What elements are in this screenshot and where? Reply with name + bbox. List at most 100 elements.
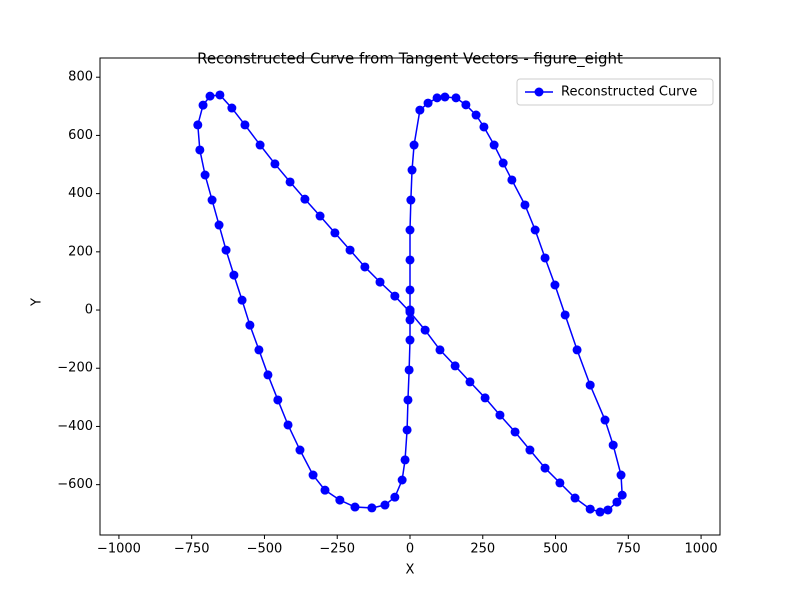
marker [405, 305, 415, 315]
x-tick-label: −1000 [97, 542, 141, 557]
y-tick-label: 800 [68, 70, 93, 85]
marker [600, 415, 610, 425]
marker [285, 177, 295, 187]
y-tick-label: −200 [57, 361, 93, 376]
marker [407, 165, 417, 175]
marker [405, 315, 415, 325]
marker [415, 105, 425, 115]
y-tick-label: 400 [68, 186, 93, 201]
plot-frame [99, 57, 721, 536]
marker [221, 245, 231, 255]
marker [195, 145, 205, 155]
marker [498, 158, 508, 168]
y-tick-label: 200 [68, 244, 93, 259]
marker [193, 120, 203, 130]
y-tick-label: −400 [57, 419, 93, 434]
marker [495, 410, 505, 420]
y-tick-label: 0 [85, 303, 93, 318]
marker [617, 490, 627, 500]
marker [255, 140, 265, 150]
x-tick-label: 500 [543, 542, 568, 557]
y-tick-label: −600 [57, 477, 93, 492]
marker [227, 103, 237, 113]
marker [400, 455, 410, 465]
marker [595, 507, 605, 517]
marker [295, 445, 305, 455]
marker [360, 262, 370, 272]
marker [435, 345, 445, 355]
legend-label: Reconstructed Curve [561, 85, 697, 100]
marker [540, 463, 550, 473]
marker [207, 195, 217, 205]
marker [405, 335, 415, 345]
marker [550, 280, 560, 290]
marker [229, 270, 239, 280]
marker [350, 502, 360, 512]
marker [540, 253, 550, 263]
x-tick-label: 750 [616, 542, 641, 557]
marker [465, 377, 475, 387]
marker [603, 505, 613, 515]
x-tick-label: 1000 [685, 542, 718, 557]
marker [555, 478, 565, 488]
marker [367, 503, 377, 513]
marker [380, 500, 390, 510]
marker [612, 497, 622, 507]
marker [585, 504, 595, 514]
legend-marker [534, 87, 544, 97]
marker [198, 100, 208, 110]
marker [205, 91, 215, 101]
marker [335, 495, 345, 505]
x-tick-label: 0 [406, 542, 414, 557]
marker [397, 475, 407, 485]
marker [479, 122, 489, 132]
y-tick-label: 600 [68, 128, 93, 143]
marker [245, 320, 255, 330]
marker [345, 245, 355, 255]
marker [471, 110, 481, 120]
marker [616, 470, 626, 480]
marker [390, 291, 400, 301]
marker [240, 120, 250, 130]
marker [405, 225, 415, 235]
marker [375, 277, 385, 287]
marker [585, 380, 595, 390]
marker [510, 427, 520, 437]
marker [461, 100, 471, 110]
chart-title: Reconstructed Curve from Tangent Vectors… [197, 50, 623, 69]
marker [270, 159, 280, 169]
marker [560, 310, 570, 320]
marker [283, 420, 293, 430]
y-axis-label: Y [30, 298, 45, 307]
marker [440, 92, 450, 102]
marker [572, 345, 582, 355]
marker [403, 395, 413, 405]
marker [409, 140, 419, 150]
x-tick-label: −250 [319, 542, 355, 557]
marker [423, 98, 433, 108]
marker [402, 425, 412, 435]
x-axis-label: X [406, 563, 415, 578]
marker [215, 90, 225, 100]
marker [390, 492, 400, 502]
marker [406, 195, 416, 205]
marker [404, 365, 414, 375]
marker [237, 295, 247, 305]
marker [254, 345, 264, 355]
marker [300, 194, 310, 204]
marker [608, 440, 618, 450]
marker [525, 445, 535, 455]
marker [530, 225, 540, 235]
marker [315, 211, 325, 221]
marker [200, 170, 210, 180]
x-tick-label: 250 [470, 542, 495, 557]
marker [405, 255, 415, 265]
marker [420, 325, 430, 335]
marker [451, 93, 461, 103]
marker [330, 228, 340, 238]
marker [432, 93, 442, 103]
marker [450, 361, 460, 371]
marker [405, 285, 415, 295]
marker [308, 470, 318, 480]
marker [480, 393, 490, 403]
